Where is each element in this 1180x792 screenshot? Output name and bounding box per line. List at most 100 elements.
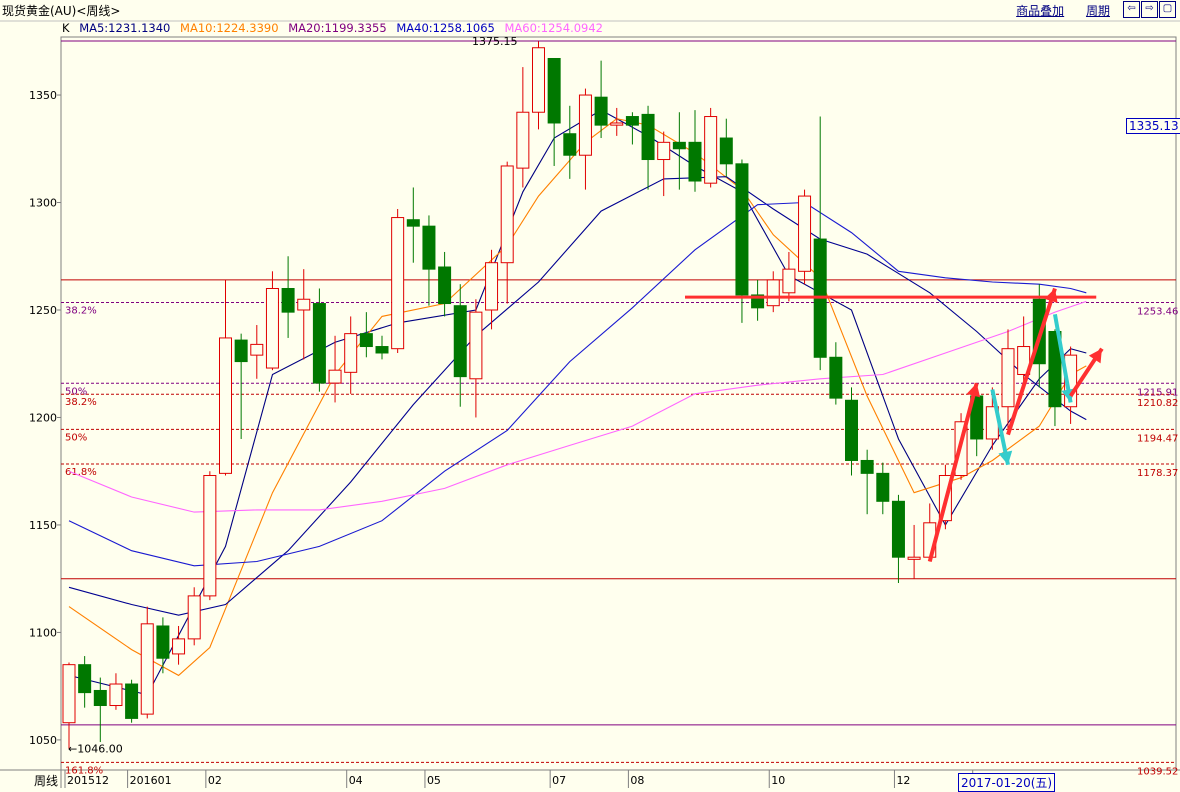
candle-body [93,689,107,707]
y-tick-label: 1350 [29,89,57,102]
candle-body [203,475,217,597]
candle-body [829,356,843,399]
candle-body [578,94,592,156]
fib-value-label: 1178.37 [1137,468,1178,479]
drawn-arrow-shaft [927,382,979,563]
top-bar: 现货黄金(AU)<周线> 商品叠加 周期 ⇦ ⇨ ▢ [0,0,1180,20]
fib-label: 50% [65,386,87,397]
candle-body [172,638,186,655]
candle-body [140,623,154,715]
candle-body [344,333,358,373]
candle-body [907,556,921,560]
candle-body [187,595,201,640]
y-tick-label: 1200 [29,411,57,424]
fib-label: 61.8% [65,467,97,478]
x-tick-label: 07 [552,774,566,787]
candle-body [453,305,467,378]
candle-body [234,339,248,363]
fib-value-label: 1039.52 [1137,766,1178,777]
window-icon[interactable]: ▢ [1159,1,1176,18]
candle-body [688,141,702,182]
y-tick-label: 1100 [29,626,57,639]
candle-body [547,57,561,124]
fib-label: 161.8% [65,765,103,776]
candle-body [657,141,671,161]
drawn-arrow-head [998,450,1013,465]
candle-body [1048,330,1062,408]
candle-body [594,96,608,126]
forward-icon[interactable]: ⇨ [1141,1,1158,18]
candle-body [312,303,326,384]
candle-body [845,399,858,461]
candle-body [438,266,452,305]
x-tick-label: 08 [630,774,644,787]
candle-body [281,287,295,313]
drawn-arrow-head [1088,348,1102,364]
candle-body [328,369,342,384]
low-annotation: ←1046.00 [68,743,123,756]
ma40-label: MA40:1258.1065 [396,21,495,35]
candle-body [469,311,483,380]
ma5-label: MA5:1231.1340 [79,21,171,35]
candle-body [704,116,718,184]
period-link[interactable]: 周期 [1085,4,1110,18]
nav-buttons: ⇦ ⇨ ▢ [1123,1,1176,18]
x-tick-label: 10 [771,774,785,787]
candle-body [672,141,686,150]
candle-body [359,333,373,348]
chart-title: 现货黄金(AU)<周线> [2,4,121,18]
candle-body [891,500,905,558]
candle-body [798,195,812,272]
candle-body [782,268,796,294]
fib-value-label: 1194.47 [1137,433,1178,444]
candle-body [641,113,655,161]
candle-body [391,217,405,350]
ma-line-ma60 [68,300,1087,513]
candle-body [250,343,264,356]
candle-body [1001,348,1015,408]
period-label: 周线 [34,774,59,788]
price-cursor-label: 1335.13 [1126,118,1180,134]
fib-label: 50% [65,432,87,443]
candle-body [78,664,92,694]
candle-body [109,683,123,707]
high-annotation: 1375.15 [472,35,518,48]
x-tick-label: 04 [349,774,363,787]
fib-value-label: 1215.91 [1137,387,1178,398]
candle-body [125,683,139,719]
y-tick-label: 1050 [29,734,57,747]
fib-label: 38.2% [65,397,97,408]
candle-body [719,137,733,165]
ma-line-ma20 [68,176,1087,616]
x-tick-label: 05 [427,774,441,787]
drawn-arrow-shaft [1006,287,1057,436]
x-tick-label: 12 [896,774,910,787]
y-tick-label: 1250 [29,304,57,317]
x-tick-label: 201601 [130,774,172,787]
x-tick-label: 201512 [67,774,109,787]
ma-line-ma40 [68,201,1087,567]
ma-legend: K MA5:1231.1340 MA10:1224.3390 MA20:1199… [62,21,609,35]
k-label: K [62,21,70,35]
back-icon[interactable]: ⇦ [1123,1,1140,18]
candle-body [156,625,170,659]
overlay-link[interactable]: 商品叠加 [1016,4,1065,18]
fib-value-label: 1253.46 [1137,307,1178,318]
candle-body [485,262,499,311]
x-tick-label: 02 [208,774,222,787]
drawn-arrow-head [966,383,981,398]
candle-body [532,47,545,113]
candle-body [766,279,780,307]
y-tick-label: 1150 [29,519,57,532]
ma60-label: MA60:1254.0942 [504,21,604,35]
ma20-label: MA20:1199.3355 [288,21,387,35]
candle-body [860,459,874,474]
candle-body [500,165,514,264]
y-tick-label: 1300 [29,197,57,210]
candle-body [297,298,311,311]
candle-body [876,472,890,502]
candle-body [406,219,420,227]
candle-body [422,225,436,270]
candle-body [1017,346,1031,375]
